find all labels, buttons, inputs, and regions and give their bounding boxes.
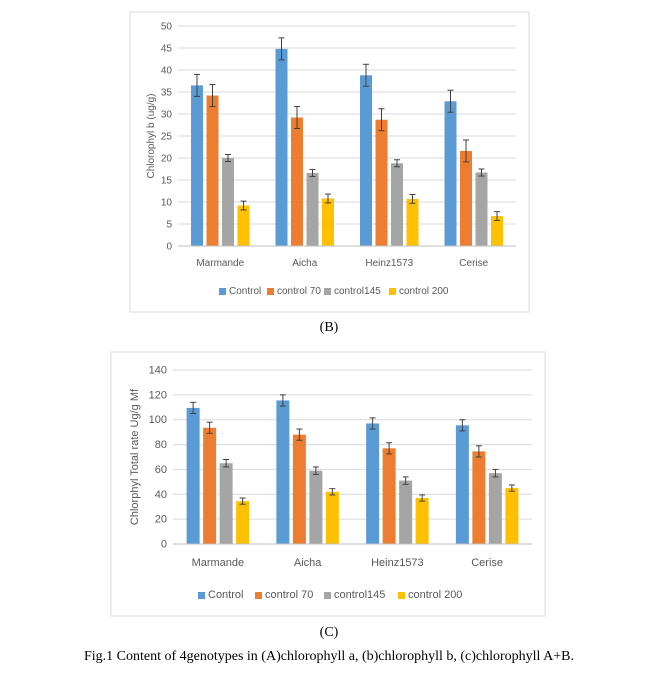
chart-c-bar xyxy=(399,480,413,544)
chart-c-bar xyxy=(488,473,502,544)
chart-c-y-axis-label: Chlorphyl Total rate Ug/g Mf xyxy=(129,388,141,525)
chart-c-y-tick-label: 120 xyxy=(149,389,167,401)
chart-b-bar xyxy=(460,150,472,246)
chart-c-legend-label: Control xyxy=(208,589,243,601)
chart-c-bar xyxy=(186,407,200,544)
chart-c-y-tick-label: 40 xyxy=(155,489,167,501)
chart-b-legend-swatch xyxy=(389,288,396,295)
chart-b-bar xyxy=(475,172,488,246)
panel-label-c: (C) xyxy=(320,625,339,640)
chart-c-legend-swatch xyxy=(324,592,331,599)
chart-c-legend-swatch xyxy=(198,592,205,599)
chart-b-y-tick-label: 20 xyxy=(161,154,173,165)
chart-b-y-axis-label: Chlorophyl b (ug/g) xyxy=(146,93,157,178)
chart-c-legend-swatch xyxy=(255,592,262,599)
chart-c-bar xyxy=(455,425,469,544)
panel-label-b: (B) xyxy=(320,320,339,335)
chart-b-legend-swatch xyxy=(219,288,226,295)
chart-c-bar xyxy=(366,423,380,544)
chart-b-legend-swatch xyxy=(267,288,274,295)
chart-b-bar xyxy=(375,119,388,246)
chart-c-y-tick-label: 100 xyxy=(149,414,167,426)
chart-b-y-tick-label: 5 xyxy=(166,220,172,231)
figure-caption: Fig.1 Content of 4genotypes in (A)chloro… xyxy=(84,649,574,664)
chart-c-x-tick-label: Aicha xyxy=(294,557,322,569)
chart-b-y-tick-label: 45 xyxy=(161,44,173,55)
chart-b-y-tick-label: 25 xyxy=(161,132,173,143)
chart-c-bar xyxy=(203,427,217,544)
chart-b-x-tick-label: Marmande xyxy=(196,258,244,269)
chart-b-y-tick-label: 0 xyxy=(166,242,172,253)
chart-b-legend-label: control 200 xyxy=(399,286,449,297)
chart-b-y-tick-label: 15 xyxy=(161,176,173,187)
chart-b-y-tick-label: 30 xyxy=(161,110,173,121)
chart-b-bar xyxy=(360,75,372,246)
chart-b-bar xyxy=(206,95,219,247)
chart-c-x-tick-label: Heinz1573 xyxy=(371,557,424,569)
chart-b-bar xyxy=(406,198,419,246)
chart-b-y-tick-label: 50 xyxy=(161,22,173,33)
chart-b-bar xyxy=(391,163,403,246)
chart-b-legend-label: Control xyxy=(229,286,261,297)
chart-c-y-tick-label: 140 xyxy=(149,365,167,377)
chart-c-bar xyxy=(382,448,396,544)
chart-c-bar xyxy=(505,488,519,544)
chart-b-x-tick-label: Aicha xyxy=(292,258,317,269)
chart-c-y-tick-label: 0 xyxy=(161,539,167,551)
chart-c: 0 20 40 60 80 100 120 140 Chlorphyl Total rate U… xyxy=(129,365,532,601)
chart-c-bar xyxy=(292,434,306,544)
chart-c-x-tick-label: Marmande xyxy=(192,557,245,569)
chart-c-y-tick-label: 20 xyxy=(155,514,167,526)
chart-c-legend-label: control 200 xyxy=(408,589,462,601)
chart-c-y-tick-label: 80 xyxy=(155,439,167,451)
chart-c-legend-label: control 70 xyxy=(265,589,313,601)
chart-b: 0 5 10 15 20 25 30 35 40 45 50 Chlorophyl b (ug/g) M… xyxy=(146,22,516,297)
chart-b-bar xyxy=(191,85,203,247)
chart-c-bar xyxy=(276,400,290,544)
chart-b-y-tick-label: 35 xyxy=(161,88,173,99)
chart-c-x-tick-label: Cerise xyxy=(471,557,503,569)
chart-c-y-tick-label: 60 xyxy=(155,464,167,476)
chart-c-bar xyxy=(415,498,429,544)
chart-c-bar xyxy=(325,491,339,544)
chart-b-y-tick-label: 10 xyxy=(161,198,173,209)
chart-c-legend-label: control145 xyxy=(334,589,385,601)
chart-c-bar xyxy=(472,451,486,544)
chart-c-bar xyxy=(309,470,323,544)
chart-b-bar xyxy=(237,205,250,246)
chart-b-bar xyxy=(322,198,334,246)
chart-c-bar xyxy=(236,501,250,544)
chart-b-legend-label: control 70 xyxy=(277,286,321,297)
chart-b-legend-label: control145 xyxy=(334,286,381,297)
chart-b-bar xyxy=(444,101,457,247)
chart-b-bar xyxy=(222,158,234,246)
chart-b-x-tick-label: Cerise xyxy=(459,258,488,269)
chart-b-y-tick-label: 40 xyxy=(161,66,173,77)
chart-c-legend-swatch xyxy=(398,592,405,599)
chart-c-bar xyxy=(219,463,233,544)
chart-b-bar xyxy=(306,172,319,246)
chart-b-bar xyxy=(291,117,303,247)
chart-b-bar xyxy=(275,48,288,246)
chart-b-bar xyxy=(491,216,503,246)
chart-b-x-tick-label: Heinz1573 xyxy=(365,258,413,269)
chart-b-legend-swatch xyxy=(324,288,331,295)
